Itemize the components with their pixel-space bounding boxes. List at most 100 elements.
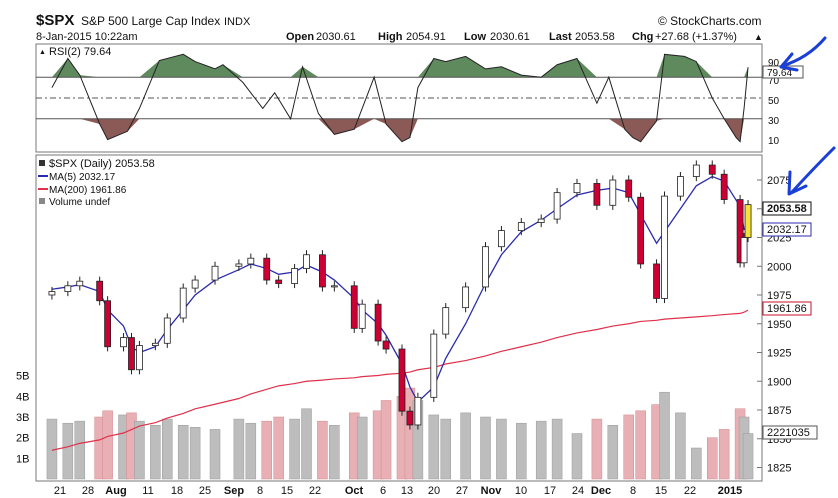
candle-body	[358, 303, 366, 329]
price-tick-label: 1825	[767, 463, 791, 475]
volume-bar	[62, 422, 74, 480]
candle-body	[128, 337, 135, 371]
candle-body	[303, 254, 310, 269]
rsi-legend-marker-icon: ▲	[39, 49, 46, 56]
rsi-current-tag-text: 79.64	[767, 68, 792, 79]
volume-bar	[691, 447, 702, 480]
volume-tag-text: 2221035	[767, 427, 810, 439]
candle-body	[104, 300, 112, 348]
rsi-plot	[36, 53, 762, 143]
candle-body	[120, 337, 127, 348]
candle-body	[211, 265, 219, 281]
candle-body	[537, 218, 545, 223]
candle-body	[96, 280, 104, 302]
volume-bar	[177, 425, 189, 480]
x-axis-label: 21	[54, 485, 66, 497]
price-tags: 2053.58 2032.17 1961.86 2221035	[762, 201, 818, 440]
candle-body	[744, 204, 752, 238]
volume-bar	[635, 410, 646, 480]
annotation-arrows	[779, 36, 836, 196]
candle-body	[482, 246, 489, 288]
candle-body	[661, 195, 668, 299]
x-axis-label: 25	[199, 485, 211, 497]
change-arrow-icon: ▲	[754, 32, 763, 42]
candle-body	[517, 222, 525, 232]
last-price-tag-text: 2053.58	[767, 203, 807, 215]
candle-body	[151, 342, 159, 346]
x-axis-label: 22	[684, 485, 696, 497]
open-label: Open	[286, 31, 314, 43]
price-tick-label: 1925	[767, 348, 791, 360]
volume-bar	[162, 418, 173, 480]
x-axis-label: Dec	[591, 485, 611, 497]
volume-bar	[623, 414, 634, 480]
last-value: 2053.58	[575, 31, 615, 43]
volume-bar	[742, 433, 754, 480]
symbol: $SPX	[36, 12, 74, 29]
volume-bar	[440, 418, 451, 480]
volume-bar	[356, 416, 368, 480]
volume-bar	[706, 437, 718, 480]
price-tick-label: 1900	[767, 376, 791, 388]
candle-body	[553, 192, 561, 220]
x-axis-label: 13	[401, 485, 413, 497]
candle-body	[625, 179, 633, 198]
x-axis-label: 17	[544, 485, 556, 497]
exchange: INDX	[224, 16, 251, 28]
x-axis-label: 15	[281, 485, 293, 497]
volume-tick-label: 2B	[16, 433, 29, 445]
rsi-y-axis: 90 70 50 30 10	[768, 58, 780, 147]
low-value: 2030.61	[490, 31, 530, 43]
rsi-tick-label: 30	[768, 116, 780, 127]
volume-tick-label: 3B	[16, 412, 29, 424]
last-label: Last	[549, 31, 572, 43]
volume-bar	[134, 420, 145, 480]
candle-body	[398, 348, 406, 412]
volume-tag-box	[762, 425, 818, 440]
candle-body	[235, 263, 243, 267]
x-axis-label: Oct	[345, 485, 364, 497]
change-value: +27.68 (+1.37%)	[655, 31, 737, 43]
volume-tag: 2221035	[762, 425, 818, 440]
candle-body	[136, 345, 143, 371]
volume-bar	[261, 420, 272, 480]
price-candles	[48, 160, 752, 430]
volume-bar	[460, 412, 471, 480]
volume-y-axis: 5B 4B 3B 2B 1B	[16, 371, 29, 466]
candle-body	[382, 340, 390, 350]
x-axis-label: 10	[515, 485, 527, 497]
x-axis-label: 27	[456, 485, 468, 497]
rsi-line	[51, 53, 749, 143]
x-axis-label: 20	[428, 485, 440, 497]
arrow-rsi-annotation-icon	[780, 36, 827, 68]
volume-bar	[189, 427, 201, 480]
x-axis-label: 15	[655, 485, 667, 497]
x-axis-label: 2015	[718, 485, 742, 497]
volume-bar	[233, 418, 245, 480]
x-axis-label: 22	[309, 485, 321, 497]
volume-bar	[102, 410, 113, 480]
candle-body	[414, 396, 422, 426]
candle-legend-icon	[39, 160, 45, 166]
arrow-rsi-head-icon	[779, 52, 799, 72]
rsi-tick-label: 90	[768, 58, 780, 69]
date-x-axis: 21 28 Aug 11 18 25 Sep 8 15 22 Oct 6 13 20 27 Nov 10 17 24…	[54, 485, 742, 497]
price-tick-label: 2000	[767, 261, 791, 273]
volume-legend-text: Volume undef	[49, 197, 110, 208]
x-axis-label: Nov	[481, 485, 503, 497]
open-value: 2030.61	[316, 31, 356, 43]
candle-body	[247, 257, 255, 265]
ma200-line	[51, 309, 749, 451]
candle-body	[179, 287, 187, 319]
candle-body	[442, 307, 450, 335]
rsi-tick-label: 10	[768, 136, 780, 147]
chart-header: $SPX S&P 500 Large Cap Index INDX © Stoc…	[36, 12, 763, 43]
x-axis-label: 18	[171, 485, 183, 497]
ma5-price-tag-text: 2032.17	[767, 224, 807, 236]
ma200-price-tag: 1961.86	[762, 301, 812, 316]
candle-body	[263, 257, 271, 281]
candle-body	[48, 291, 56, 296]
volume-bar	[675, 412, 686, 480]
candle-body	[593, 183, 601, 206]
